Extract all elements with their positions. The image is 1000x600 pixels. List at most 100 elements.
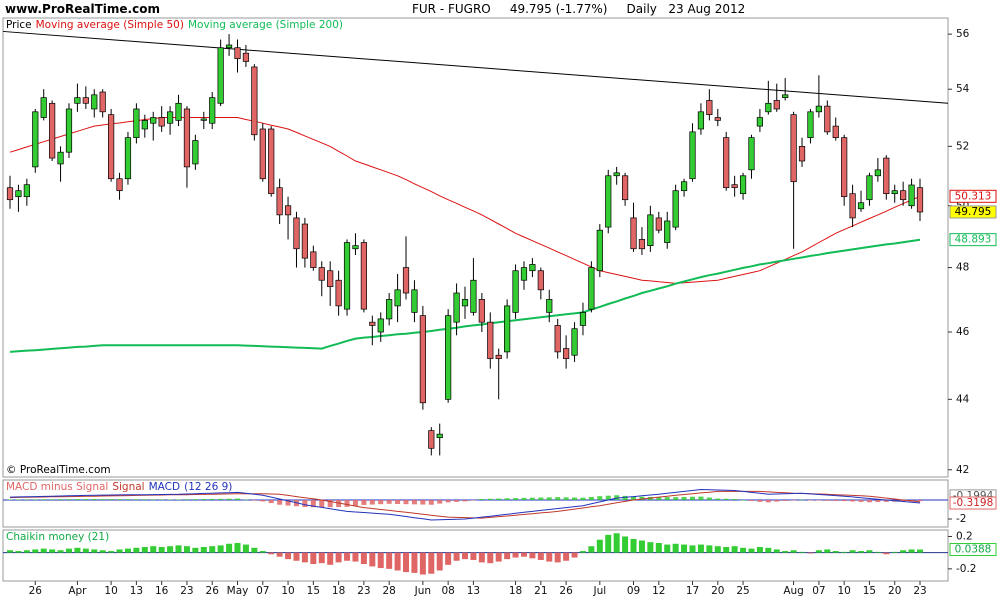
candle-body — [91, 94, 98, 110]
bar — [268, 552, 275, 555]
histogram-bar — [74, 499, 80, 500]
histogram-bar — [580, 497, 586, 500]
histogram-bar — [445, 499, 451, 503]
bar — [824, 549, 831, 553]
candle-body — [158, 117, 165, 127]
candle-body — [82, 97, 89, 104]
histogram-bar — [715, 498, 721, 500]
bar — [883, 552, 890, 555]
date: 23 Aug 2012 — [668, 2, 746, 16]
histogram-bar — [268, 499, 274, 504]
candle-body — [731, 184, 738, 189]
candle-body — [891, 190, 898, 195]
bar — [529, 552, 536, 559]
x-tick-label: 20 — [888, 585, 901, 597]
histogram-bar — [496, 498, 502, 500]
candle-body — [832, 125, 839, 138]
bar — [689, 545, 696, 553]
candle-body — [723, 137, 730, 189]
candle-body — [874, 169, 881, 177]
histogram-bar — [192, 499, 198, 500]
histogram-bar — [420, 499, 426, 505]
histogram-bar — [184, 499, 190, 500]
candle-body — [74, 97, 81, 104]
candle-body — [478, 299, 485, 323]
candle-body — [495, 354, 502, 359]
histogram-bar — [799, 499, 805, 501]
bar — [403, 552, 410, 573]
histogram-bar — [285, 499, 291, 506]
candle-body — [124, 137, 132, 180]
candle-body — [647, 214, 654, 246]
histogram-bar — [403, 499, 409, 505]
pane-frame — [2, 17, 949, 478]
candle-body — [343, 242, 351, 310]
candle-body — [621, 175, 629, 201]
bar — [537, 552, 544, 560]
chaikin-last-label: 0.0388 — [955, 544, 992, 556]
bar — [318, 552, 325, 564]
close-last-box — [949, 205, 997, 219]
ticker: FUR - FUGRO — [412, 2, 491, 16]
candle-body — [49, 102, 56, 159]
bar — [815, 550, 822, 553]
histogram-bar — [159, 499, 165, 500]
histogram-bar — [572, 497, 578, 500]
bar — [613, 533, 620, 553]
histogram-bar — [706, 497, 712, 500]
candle-body — [394, 289, 401, 307]
x-tick-label: 26 — [29, 585, 43, 597]
candle-body — [209, 97, 216, 124]
chaikin-title: Chaikin money (21) — [6, 531, 110, 543]
histogram-bar — [319, 499, 325, 508]
candle-body — [166, 111, 174, 124]
histogram-bar — [108, 499, 114, 500]
histogram-bar — [369, 499, 375, 505]
bar — [554, 552, 561, 563]
bar — [183, 546, 190, 553]
bar — [40, 548, 47, 553]
bar — [386, 552, 393, 569]
candle-body — [529, 264, 536, 272]
bar — [487, 552, 494, 564]
candle-body — [419, 315, 426, 404]
x-tick-label: 10 — [104, 585, 117, 597]
bar — [596, 539, 603, 553]
bar — [917, 549, 923, 553]
candle-body — [428, 430, 435, 449]
bar — [32, 549, 39, 553]
x-tick-label: Apr — [68, 585, 87, 597]
histogram-bar — [386, 499, 392, 504]
bar — [116, 549, 123, 553]
x-tick-label: 12 — [652, 585, 665, 597]
histogram-bar — [395, 499, 401, 504]
candle-body — [512, 270, 519, 313]
histogram-bar — [917, 499, 923, 502]
bar — [504, 552, 511, 560]
histogram-bar — [49, 499, 55, 500]
candle-body — [807, 111, 814, 138]
candle-body — [318, 267, 325, 281]
candle-body — [23, 184, 30, 198]
legend-macd: MACD — [148, 481, 181, 493]
y-tick-label: 56 — [956, 28, 970, 40]
bar — [647, 542, 654, 553]
bar — [773, 549, 780, 553]
candle-body — [470, 279, 477, 313]
bar — [470, 552, 477, 560]
bar — [546, 552, 553, 562]
histogram-bar — [133, 499, 139, 500]
candle-body — [116, 178, 123, 192]
candle-body — [706, 100, 713, 116]
bar — [799, 551, 806, 553]
candle-body — [200, 118, 207, 121]
bar — [285, 552, 292, 560]
histogram-bar — [521, 497, 527, 500]
bar — [605, 534, 612, 553]
candle-body — [697, 111, 705, 130]
candle-body — [402, 267, 410, 294]
histogram-bar — [218, 498, 224, 500]
candle-body — [327, 270, 334, 287]
